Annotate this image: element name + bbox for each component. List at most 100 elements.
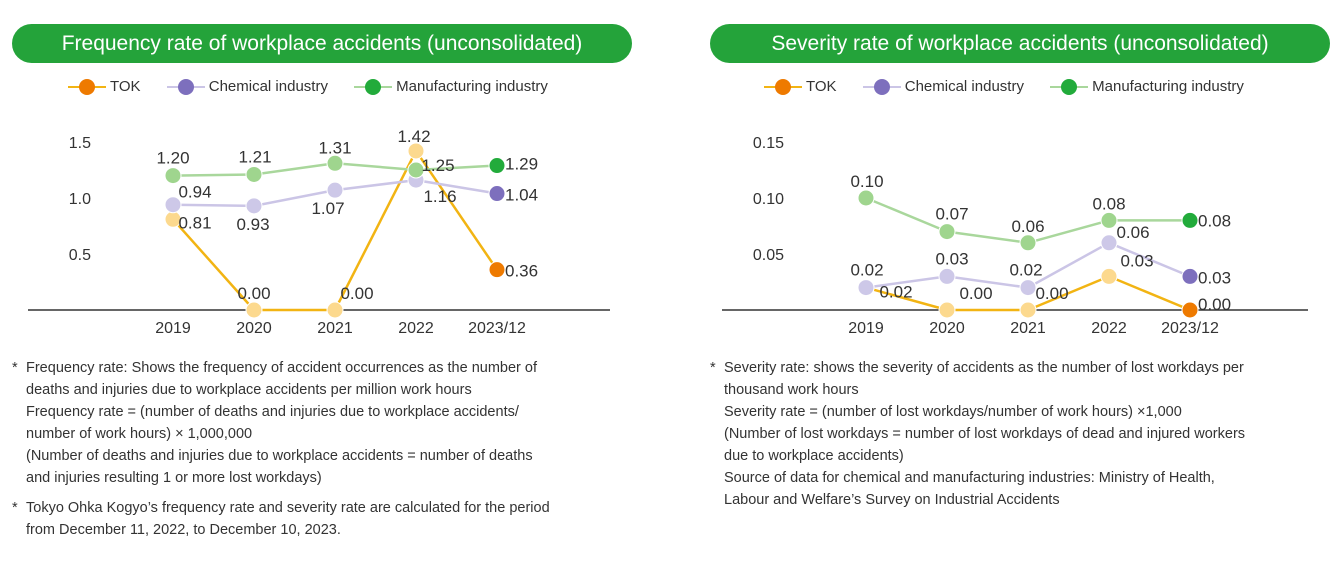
chart-title: Severity rate of workplace accidents (un… [710, 24, 1330, 63]
severity-rate-notes: * Severity rate: shows the severity of ac… [710, 357, 1330, 519]
data-label-tok: 0.00 [1198, 295, 1231, 314]
x-tick-label: 2020 [236, 320, 272, 337]
x-tick-label: 2019 [848, 320, 884, 337]
footnote-marker: * [12, 500, 18, 516]
point-manufacturing [857, 189, 875, 207]
data-label-chemical: 0.94 [178, 183, 211, 202]
point-chemical [1100, 234, 1118, 252]
point-tok [1019, 301, 1037, 319]
point-tok [1100, 267, 1118, 285]
footnote: * Tokyo Ohka Kogyo’s frequency rate and s… [12, 497, 622, 541]
footnote-line: Source of data for chemical and manufact… [724, 470, 1215, 486]
point-manufacturing [1181, 211, 1199, 229]
data-label-tok: 0.00 [340, 284, 373, 303]
y-tick-label: 1.0 [69, 191, 91, 208]
legend-item-manufacturing: Manufacturing industry [1050, 78, 1244, 95]
footnote-line: Severity rate: shows the severity of acc… [724, 360, 1244, 376]
footnote-line: and injuries resulting 1 or more lost wo… [26, 470, 322, 486]
data-label-chemical: 0.93 [236, 215, 269, 234]
x-tick-label: 2019 [155, 320, 191, 337]
data-label-manufacturing: 0.08 [1092, 194, 1125, 213]
footnote-line: due to workplace accidents) [724, 448, 904, 464]
footnote-line: Tokyo Ohka Kogyo’s frequency rate and se… [26, 500, 550, 516]
legend-label-chemical: Chemical industry [208, 78, 328, 95]
point-chemical [164, 196, 182, 214]
legend-label-manufacturing: Manufacturing industry [1092, 78, 1244, 95]
legend-label-tok: TOK [806, 78, 837, 95]
legend-swatch-manufacturing [354, 78, 393, 95]
point-chemical [1019, 279, 1037, 297]
point-manufacturing [164, 167, 182, 185]
point-manufacturing [938, 223, 956, 241]
frequency-rate-chart: 0.5 1.0 1.5 2019 2020 2021 2022 2023/12 0.81 0.00… [28, 127, 610, 337]
point-chemical [488, 185, 506, 203]
data-label-tok: 0.00 [1035, 284, 1068, 303]
data-label-manufacturing: 1.31 [318, 138, 351, 157]
legend-swatch-chemical [862, 78, 901, 95]
point-manufacturing [488, 157, 506, 175]
data-label-manufacturing: 1.21 [238, 147, 271, 166]
point-manufacturing [245, 165, 263, 183]
data-label-tok: 0.00 [237, 284, 270, 303]
legend-swatch-tok [764, 78, 802, 95]
point-chemical [857, 279, 875, 297]
y-tick-label: 1.5 [69, 135, 91, 152]
footnote-line: thousand work hours [724, 382, 859, 398]
footnote-marker: * [12, 360, 18, 376]
data-label-chemical: 0.06 [1116, 223, 1149, 242]
data-label-chemical: 1.04 [505, 186, 538, 205]
data-label-chemical: 0.02 [850, 261, 883, 280]
legend-item-chemical: Chemical industry [862, 78, 1024, 95]
y-tick-label: 0.5 [69, 247, 91, 264]
frequency-rate-notes: * Frequency rate: Shows the frequency of … [12, 357, 622, 549]
footnote-line: Frequency rate = (number of deaths and i… [26, 404, 519, 420]
data-label-manufacturing: 1.20 [156, 149, 189, 168]
x-tick-label: 2020 [929, 320, 965, 337]
point-chemical [938, 267, 956, 285]
legend-item-tok: TOK [764, 78, 837, 95]
x-tick-label: 2021 [1010, 320, 1046, 337]
data-label-chemical: 0.02 [1009, 261, 1042, 280]
chart-title: Frequency rate of workplace accidents (u… [12, 24, 632, 63]
point-manufacturing [1019, 234, 1037, 252]
footnote-marker: * [710, 360, 716, 376]
chart-legend: TOK Chemical industry Manufacturing indu… [764, 78, 1266, 100]
legend-swatch-chemical [166, 78, 205, 95]
data-label-tok: 1.42 [397, 127, 430, 146]
x-tick-label: 2022 [398, 320, 434, 337]
data-label-chemical: 0.03 [1198, 268, 1231, 287]
data-label-tok: 0.00 [959, 284, 992, 303]
legend-item-chemical: Chemical industry [166, 78, 328, 95]
data-label-chemical: 0.03 [935, 249, 968, 268]
data-label-manufacturing: 1.29 [505, 155, 538, 174]
frequency-rate-panel: Frequency rate of workplace accidents (u… [0, 0, 660, 562]
legend-label-tok: TOK [110, 78, 141, 95]
point-tok [938, 301, 956, 319]
footnote-line: from December 11, 2022, to December 10, … [26, 522, 341, 538]
footnote-line: (Number of lost workdays = number of los… [724, 426, 1246, 442]
point-chemical [1181, 267, 1199, 285]
x-tick-label: 2022 [1091, 320, 1127, 337]
point-tok [245, 301, 263, 319]
footnote: * Severity rate: shows the severity of ac… [710, 357, 1330, 511]
legend-label-manufacturing: Manufacturing industry [396, 78, 548, 95]
footnote-line: Labour and Welfare’s Survey on Industria… [724, 492, 1060, 508]
legend-item-manufacturing: Manufacturing industry [354, 78, 548, 95]
point-tok [407, 142, 425, 160]
data-label-chemical: 1.07 [311, 199, 344, 218]
point-tok [488, 261, 506, 279]
point-tok [1181, 301, 1199, 319]
footnote-line: Severity rate = (number of lost workdays… [724, 404, 1182, 420]
data-label-tok: 0.03 [1120, 251, 1153, 270]
data-label-manufacturing: 0.07 [935, 205, 968, 224]
data-label-manufacturing: 0.08 [1198, 211, 1231, 230]
point-tok [326, 301, 344, 319]
legend-label-chemical: Chemical industry [904, 78, 1024, 95]
x-tick-label: 2023/12 [468, 320, 526, 337]
data-label-manufacturing: 0.06 [1011, 217, 1044, 236]
data-label-chemical: 1.16 [423, 187, 456, 206]
y-tick-label: 0.15 [753, 135, 784, 152]
footnote-line: number of work hours) × 1,000,000 [26, 426, 253, 442]
footnote-line: (Number of deaths and injuries due to wo… [26, 448, 533, 464]
footnote-line: Frequency rate: Shows the frequency of a… [26, 360, 537, 376]
